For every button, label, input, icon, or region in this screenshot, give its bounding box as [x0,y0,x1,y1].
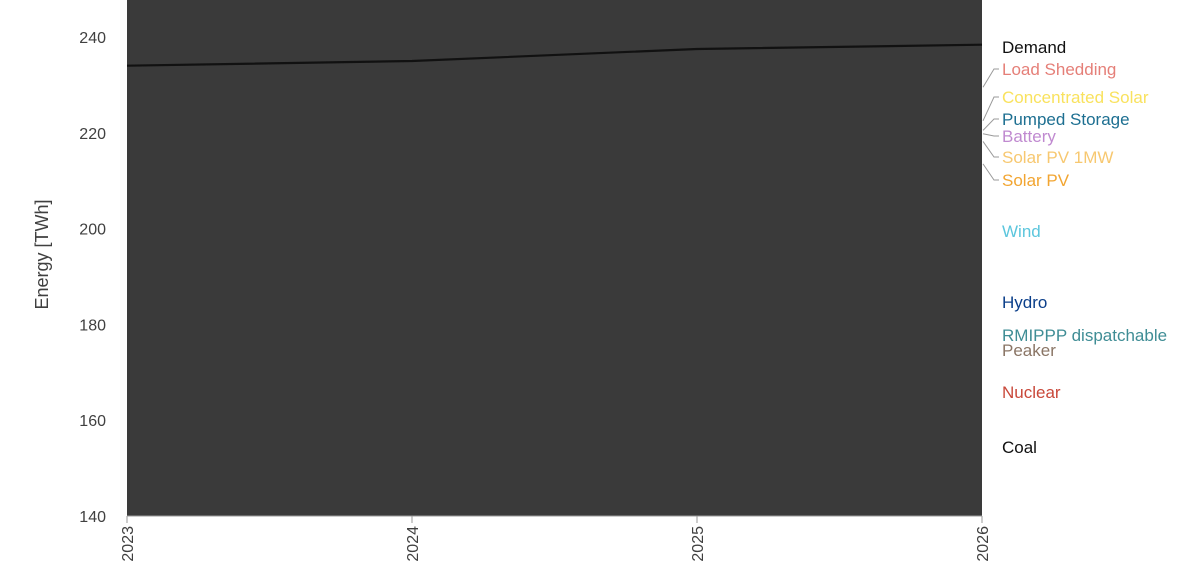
x-tick-label: 2023 [120,526,137,562]
y-tick-label: 240 [79,30,106,47]
y-axis-title: Energy [TWh] [32,199,52,309]
legend-battery: Battery [1002,127,1056,146]
legend-leader-line [982,163,999,181]
y-tick-label: 140 [79,509,106,526]
x-tick-label: 2024 [405,526,422,562]
legend-solar-pv-1mw: Solar PV 1MW [1002,148,1113,167]
y-tick-label: 200 [79,222,106,239]
legend: Demand Load Shedding Concentrated Solar Pum… [982,38,1167,457]
legend-peaker: Peaker [1002,341,1056,360]
legend-wind: Wind [1002,222,1041,241]
legend-pumped-storage: Pumped Storage [1002,110,1130,129]
y-axis: 140 160 180 200 220 240 [79,30,106,526]
area-series-layer [127,0,982,516]
demand-line [126,43,983,67]
legend-solar-pv: Solar PV [1002,171,1070,190]
x-tick-label: 2026 [975,526,992,562]
legend-leader-line [982,133,999,137]
legend-rmippp-dispatchable: RMIPPP dispatchable [1002,326,1167,345]
legend-coal: Coal [1002,438,1037,457]
legend-concentrated-solar: Concentrated Solar [1002,88,1149,107]
legend-leader-line [982,118,999,131]
y-tick-label: 160 [79,413,106,430]
area-coal [127,0,982,516]
legend-nuclear: Nuclear [1002,383,1061,402]
legend-load-shedding: Load Shedding [1002,60,1116,79]
legend-leader-line [982,68,999,88]
y-tick-label: 180 [79,317,106,334]
legend-demand: Demand [1002,38,1066,57]
y-tick-label: 220 [79,126,106,143]
demand-line-layer [126,43,983,67]
legend-leader-line [982,141,999,158]
x-tick-label: 2025 [690,526,707,562]
legend-leader-line [982,96,999,122]
legend-hydro: Hydro [1002,293,1047,312]
x-axis: 2023 2024 2025 2026 [120,515,992,562]
